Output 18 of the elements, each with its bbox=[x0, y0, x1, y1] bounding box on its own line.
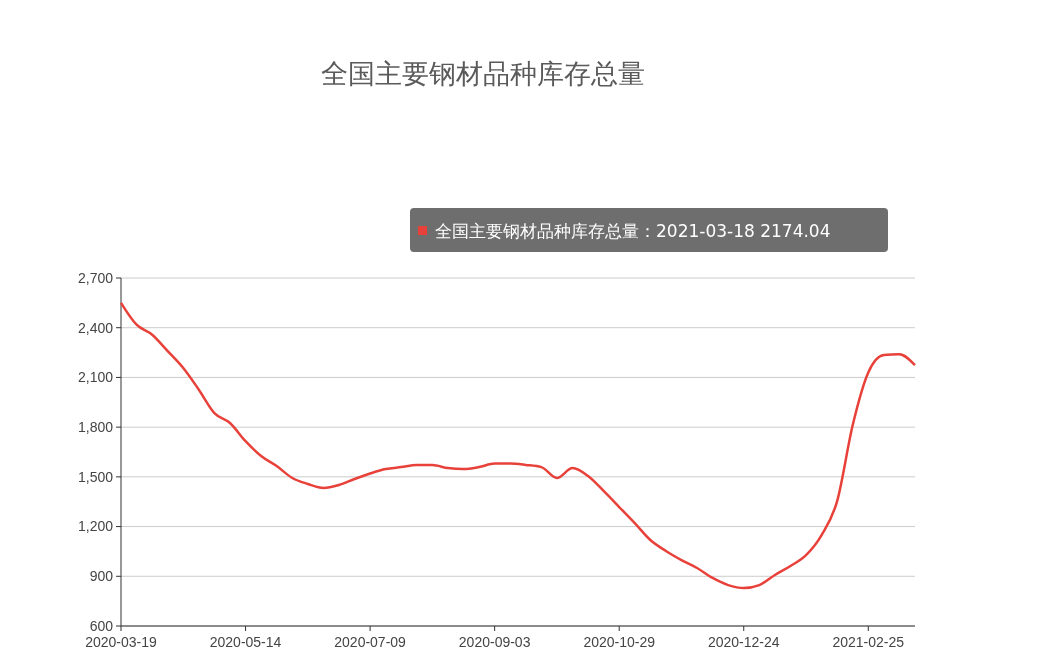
y-tick-label: 600 bbox=[89, 617, 114, 634]
line-series bbox=[119, 301, 917, 590]
x-tick-label: 2020-12-24 bbox=[707, 634, 780, 650]
tooltip: 全国主要钢材品种库存总量：2021-03-18 2174.04 bbox=[410, 208, 888, 252]
y-tick-label: 2,700 bbox=[77, 269, 114, 286]
chart-title: 全国主要钢材品种库存总量 bbox=[321, 59, 645, 89]
y-tick-label: 1,800 bbox=[77, 419, 114, 436]
y-tick-label: 2,100 bbox=[77, 369, 114, 386]
x-tick-label: 2020-09-03 bbox=[458, 634, 531, 650]
x-tick-label: 2020-07-09 bbox=[334, 634, 407, 650]
x-tick-label: 2020-03-19 bbox=[85, 634, 158, 650]
y-tick-label: 1,200 bbox=[77, 518, 114, 535]
y-tick-label: 1,500 bbox=[77, 468, 114, 485]
y-tick-label: 900 bbox=[89, 568, 114, 585]
x-tick-label: 2021-02-25 bbox=[832, 634, 905, 650]
y-tick-label: 2,400 bbox=[77, 319, 114, 336]
x-tick-label: 2020-05-14 bbox=[209, 634, 282, 650]
x-tick-label: 2020-10-29 bbox=[583, 634, 656, 650]
